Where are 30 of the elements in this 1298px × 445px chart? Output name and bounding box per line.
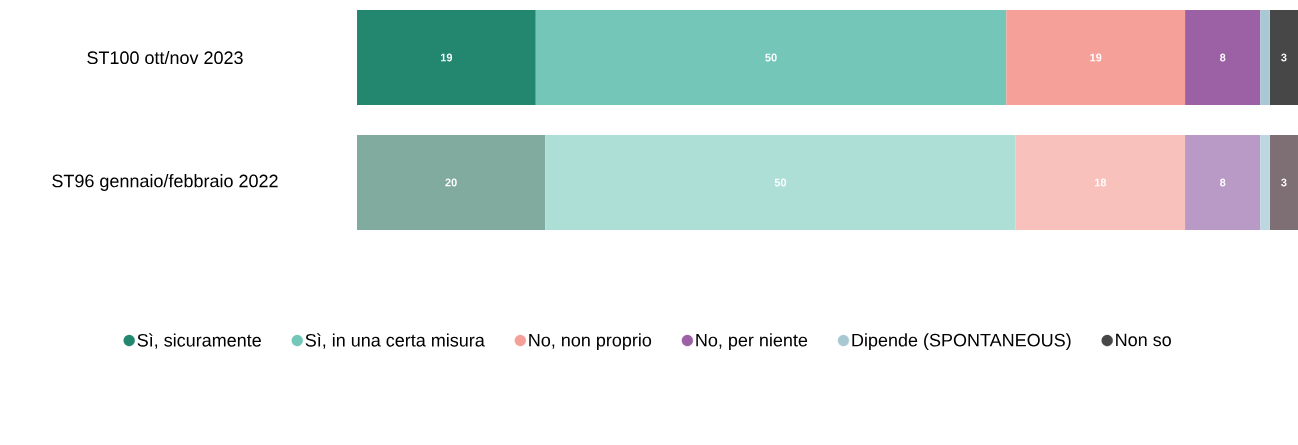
bar (1185, 10, 1261, 105)
bar (357, 135, 546, 230)
legend-label: Non so (1116, 333, 1171, 347)
bar (545, 135, 1016, 230)
data-label: 50 (765, 53, 777, 62)
legend-label: Sì, sicuramente (137, 333, 261, 349)
legend-label: No, non proprio (529, 333, 652, 351)
bar (1015, 135, 1186, 230)
y-tick-label: ST100 ott/nov 2023 (87, 50, 243, 65)
data-label: 19 (440, 53, 453, 62)
bar (1006, 10, 1186, 105)
legend-label: Sì, in una certa misura (305, 333, 485, 349)
data-label: 8 (1220, 178, 1226, 187)
bar (357, 10, 536, 105)
legend-label: No, per niente (696, 333, 808, 351)
data-label: 19 (1090, 53, 1102, 62)
data-label: 18 (1094, 178, 1107, 187)
bar (1260, 10, 1270, 105)
data-label: 50 (774, 178, 787, 187)
bar (535, 10, 1007, 105)
bar (1269, 10, 1298, 105)
data-label: 3 (1281, 178, 1287, 187)
bar (1269, 135, 1298, 230)
legend-label: Dipende (SPONTANEOUS) (852, 333, 1071, 351)
data-label: 20 (445, 178, 457, 187)
data-label: 8 (1220, 53, 1226, 62)
bar (1185, 135, 1261, 230)
bar (1260, 135, 1270, 230)
data-label: 3 (1281, 53, 1287, 62)
y-tick-label: ST96 gennaio/febbraio 2022 (52, 174, 278, 191)
